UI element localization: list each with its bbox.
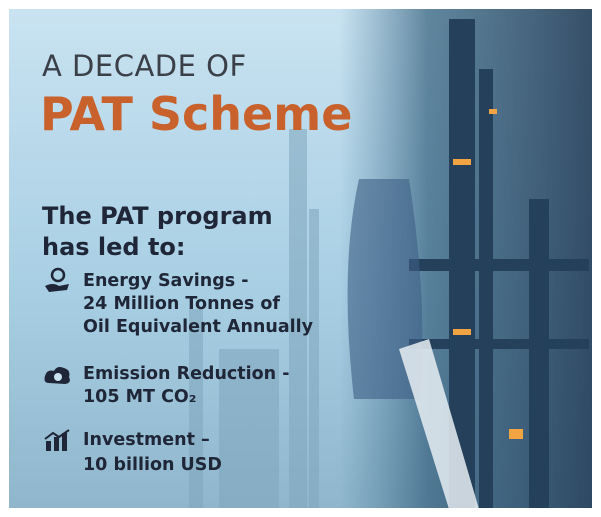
item-line: 10 billion USD	[83, 455, 222, 475]
item-line: 24 Million Tonnes of	[83, 294, 280, 314]
infographic: A DECADE OF PAT Scheme The PAT program h…	[9, 9, 592, 508]
item-line: Oil Equivalent Annually	[83, 317, 313, 337]
emission-icon	[43, 363, 73, 389]
item-line: 105 MT CO₂	[83, 387, 196, 407]
intro-line: has led to:	[42, 233, 186, 261]
title-line: A DECADE OF	[42, 49, 247, 83]
item-line: Emission Reduction -	[83, 364, 290, 384]
investment-icon	[43, 429, 73, 453]
title-highlight: PAT Scheme	[40, 87, 352, 141]
savings-icon	[43, 266, 73, 294]
intro-line: The PAT program	[42, 202, 273, 230]
item-line: Energy Savings -	[83, 271, 249, 291]
item-line: Investment –	[83, 430, 210, 450]
